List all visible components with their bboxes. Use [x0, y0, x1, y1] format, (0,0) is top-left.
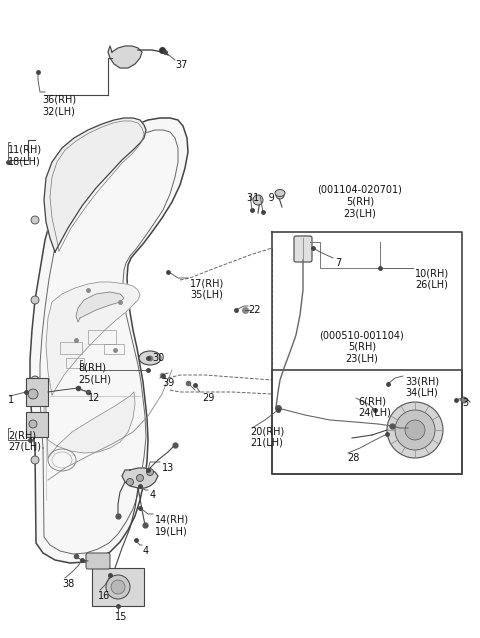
Text: 29: 29 — [202, 393, 215, 403]
Text: 6(RH)
24(LH): 6(RH) 24(LH) — [358, 396, 391, 418]
Polygon shape — [44, 392, 135, 458]
Circle shape — [127, 478, 133, 486]
Text: 8(RH)
25(LH): 8(RH) 25(LH) — [78, 363, 111, 385]
Text: 37: 37 — [175, 60, 187, 70]
Text: 4: 4 — [150, 490, 156, 500]
Circle shape — [387, 402, 443, 458]
Text: 31   9: 31 9 — [247, 193, 275, 203]
Text: 10(RH)
26(LH): 10(RH) 26(LH) — [415, 268, 449, 290]
Text: 17(RH)
35(LH): 17(RH) 35(LH) — [190, 278, 224, 300]
Circle shape — [276, 191, 284, 199]
Circle shape — [405, 420, 425, 440]
Text: 12: 12 — [88, 393, 100, 403]
Text: 16: 16 — [98, 591, 110, 601]
Text: 13: 13 — [162, 463, 174, 473]
Text: (000510-001104)
5(RH)
23(LH): (000510-001104) 5(RH) 23(LH) — [320, 330, 404, 363]
Text: 33(RH)
34(LH): 33(RH) 34(LH) — [405, 376, 439, 397]
Polygon shape — [122, 468, 158, 488]
Text: 3: 3 — [462, 398, 468, 408]
Circle shape — [31, 376, 39, 384]
Polygon shape — [46, 282, 140, 395]
Text: 30: 30 — [152, 353, 164, 363]
Circle shape — [253, 195, 263, 205]
Polygon shape — [30, 118, 188, 563]
Bar — [92, 568, 144, 606]
Circle shape — [461, 397, 467, 403]
Text: 4: 4 — [143, 546, 149, 556]
Bar — [104, 344, 124, 354]
Text: 11(RH)
18(LH): 11(RH) 18(LH) — [8, 145, 42, 167]
Bar — [88, 330, 116, 344]
Circle shape — [111, 580, 125, 594]
Bar — [60, 342, 82, 354]
Circle shape — [31, 456, 39, 464]
FancyBboxPatch shape — [86, 553, 110, 569]
Polygon shape — [108, 46, 142, 68]
Text: 1: 1 — [8, 395, 14, 405]
Text: 22: 22 — [248, 305, 261, 315]
Text: (001104-020701)
5(RH)
23(LH): (001104-020701) 5(RH) 23(LH) — [318, 185, 402, 218]
Ellipse shape — [139, 351, 161, 365]
Text: 14(RH)
19(LH): 14(RH) 19(LH) — [155, 515, 189, 537]
Circle shape — [29, 420, 37, 428]
Text: 38: 38 — [62, 579, 74, 589]
Circle shape — [106, 575, 130, 599]
Text: 20(RH)
21(LH): 20(RH) 21(LH) — [250, 426, 284, 448]
Ellipse shape — [275, 189, 285, 197]
Text: 7: 7 — [335, 258, 341, 268]
Text: 36(RH)
32(LH): 36(RH) 32(LH) — [42, 95, 76, 117]
Bar — [66, 358, 84, 368]
Polygon shape — [76, 292, 124, 322]
FancyBboxPatch shape — [294, 236, 312, 262]
Text: 2(RH)
27(LH): 2(RH) 27(LH) — [8, 430, 41, 452]
Circle shape — [28, 389, 38, 399]
Text: 15: 15 — [115, 612, 127, 622]
Polygon shape — [44, 118, 146, 252]
Bar — [26, 412, 48, 437]
Circle shape — [31, 296, 39, 304]
Circle shape — [31, 216, 39, 224]
Bar — [26, 378, 48, 406]
Text: 28: 28 — [347, 453, 360, 463]
Circle shape — [146, 468, 154, 475]
Circle shape — [136, 475, 144, 482]
Circle shape — [395, 410, 435, 450]
Text: 39: 39 — [162, 378, 174, 388]
